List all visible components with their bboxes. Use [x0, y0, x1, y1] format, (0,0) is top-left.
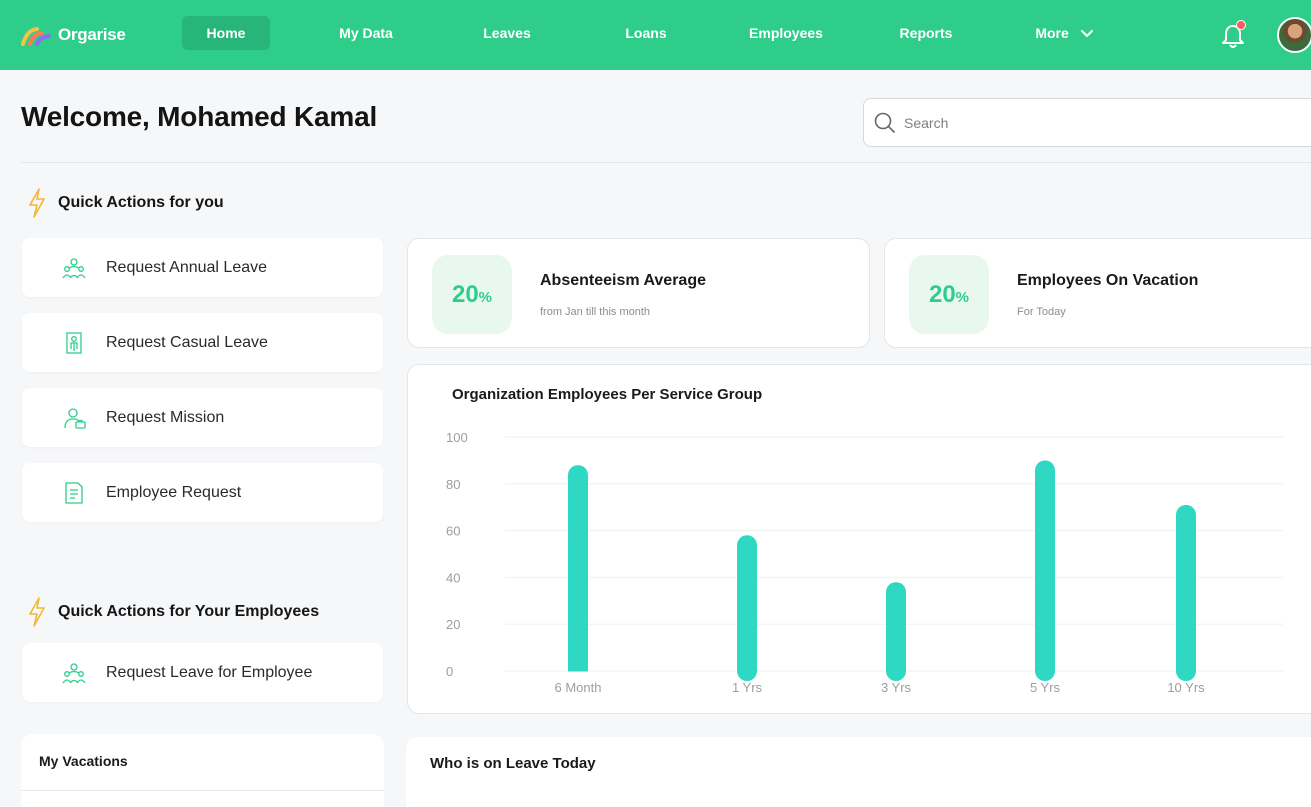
people-group-icon — [62, 662, 86, 683]
qa-label: Request Leave for Employee — [106, 663, 313, 681]
nav-my-data-label: My Data — [339, 25, 393, 41]
bar-6-month[interactable] — [568, 465, 588, 681]
nav-loans[interactable]: Loans — [614, 16, 678, 50]
search-input[interactable] — [904, 114, 1284, 131]
bar-5-yrs[interactable] — [1035, 460, 1055, 681]
stat-value: 20 — [451, 280, 479, 308]
employee-request-button[interactable]: Employee Request — [22, 463, 383, 522]
request-annual-leave-button[interactable]: Request Annual Leave — [22, 238, 383, 297]
my-vacations-card: My Vacations — [21, 734, 384, 807]
page-title: Welcome, Mohamed Kamal — [21, 101, 378, 132]
y-tick-label: 40 — [446, 570, 460, 585]
nav-employees-label: Employees — [749, 25, 823, 41]
nav-loans-label: Loans — [625, 25, 667, 41]
stat-unit: % — [478, 289, 493, 306]
nav-more-label: More — [1035, 25, 1069, 41]
bar-10-yrs[interactable] — [1176, 504, 1196, 681]
nav-employees[interactable]: Employees — [740, 16, 832, 50]
request-leave-for-employee-button[interactable]: Request Leave for Employee — [22, 643, 383, 702]
nav-more[interactable]: More — [1026, 16, 1102, 50]
nav-home-label: Home — [206, 25, 246, 41]
stat-subtitle: from Jan till this month — [540, 306, 651, 318]
qa-label: Request Annual Leave — [106, 258, 268, 276]
y-tick-label: 20 — [446, 617, 460, 632]
notification-dot — [1236, 20, 1246, 30]
x-tick-label: 1 Yrs — [732, 680, 763, 695]
rainbow-logo-icon — [21, 27, 51, 46]
y-tick-label: 100 — [446, 430, 468, 445]
x-tick-label: 10 Yrs — [1167, 680, 1205, 695]
y-tick-label: 80 — [446, 477, 460, 492]
stat-title: Employees On Vacation — [1017, 272, 1199, 289]
bar-chart: 0 20 40 60 80 100 6 Month 1 Yrs 3 Yrs 5 Yrs 10 Yrs — [446, 430, 1283, 695]
search-bar[interactable] — [863, 98, 1311, 147]
lightning-icon — [29, 188, 45, 218]
search-icon — [874, 112, 895, 133]
request-mission-button[interactable]: Request Mission — [22, 388, 383, 447]
lightning-icon — [29, 597, 45, 627]
header-divider — [21, 162, 1311, 163]
absenteeism-card: 20% Absenteeism Average from Jan till th… — [407, 238, 870, 348]
chart-title: Organization Employees Per Service Group — [452, 386, 763, 403]
card-divider — [21, 790, 384, 791]
qa-label: Request Casual Leave — [106, 333, 268, 351]
on-leave-today-card: Who is on Leave Today — [406, 737, 1311, 807]
people-group-icon — [62, 257, 86, 278]
qa-label: Employee Request — [106, 483, 242, 501]
door-person-icon — [66, 331, 82, 354]
quick-actions-heading: Quick Actions for you — [26, 188, 224, 218]
brand-name: Orgarise — [58, 25, 126, 44]
nav-reports[interactable]: Reports — [890, 16, 962, 50]
nav-leaves[interactable]: Leaves — [472, 16, 542, 50]
bar-3-yrs[interactable] — [886, 582, 906, 681]
avatar[interactable] — [1277, 17, 1311, 53]
x-tick-label: 5 Yrs — [1030, 680, 1061, 695]
stat-title: Absenteeism Average — [540, 272, 706, 289]
nav-home[interactable]: Home — [182, 16, 270, 50]
y-tick-label: 0 — [446, 664, 453, 679]
stat-badge: 20% — [432, 255, 512, 334]
my-vacations-title: My Vacations — [39, 753, 128, 769]
bar-1-yrs[interactable] — [737, 535, 757, 681]
stat-badge: 20% — [909, 255, 989, 334]
nav-leaves-label: Leaves — [483, 25, 531, 41]
nav-my-data[interactable]: My Data — [326, 16, 406, 50]
nav-reports-label: Reports — [899, 25, 953, 41]
top-navbar: Orgarise Home My Data Leaves Loans Emplo… — [0, 0, 1311, 70]
x-tick-label: 3 Yrs — [881, 680, 912, 695]
employee-actions-heading: Quick Actions for Your Employees — [26, 597, 319, 627]
chevron-down-icon — [1080, 30, 1093, 38]
brand-logo[interactable]: Orgarise — [20, 20, 126, 50]
vacation-card: 20% Employees On Vacation For Today — [884, 238, 1311, 348]
stat-value: 20 — [928, 280, 956, 308]
x-tick-label: 6 Month — [555, 680, 602, 695]
y-tick-label: 60 — [446, 524, 460, 539]
stat-unit: % — [955, 289, 970, 306]
quick-actions-title: Quick Actions for you — [58, 194, 224, 211]
employee-actions-title: Quick Actions for Your Employees — [58, 603, 320, 620]
person-briefcase-icon — [64, 407, 86, 429]
service-group-chart-card: Organization Employees Per Service Group… — [407, 364, 1311, 714]
document-icon — [65, 481, 83, 504]
stat-subtitle: For Today — [1017, 306, 1066, 318]
request-casual-leave-button[interactable]: Request Casual Leave — [22, 313, 383, 372]
qa-label: Request Mission — [106, 408, 225, 426]
on-leave-title: Who is on Leave Today — [430, 755, 596, 772]
